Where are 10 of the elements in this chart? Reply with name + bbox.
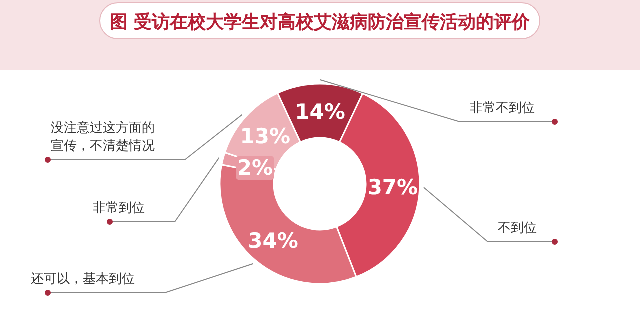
slice-label: 非常到位	[93, 201, 145, 216]
slice-label: 没注意过这方面的宣传，不清楚情况	[51, 120, 155, 154]
chart-title: 图 受访在校大学生对高校艾滋病防治宣传活动的评价	[110, 12, 532, 33]
data-label: 14%	[295, 100, 346, 124]
data-label: 34%	[248, 229, 298, 254]
slice-label: 不到位	[498, 221, 537, 236]
slice-label: 还可以，基本到位	[31, 272, 135, 287]
slice-label: 非常不到位	[470, 101, 535, 116]
data-label: 37%	[368, 176, 418, 200]
data-label: 13%	[240, 124, 291, 149]
